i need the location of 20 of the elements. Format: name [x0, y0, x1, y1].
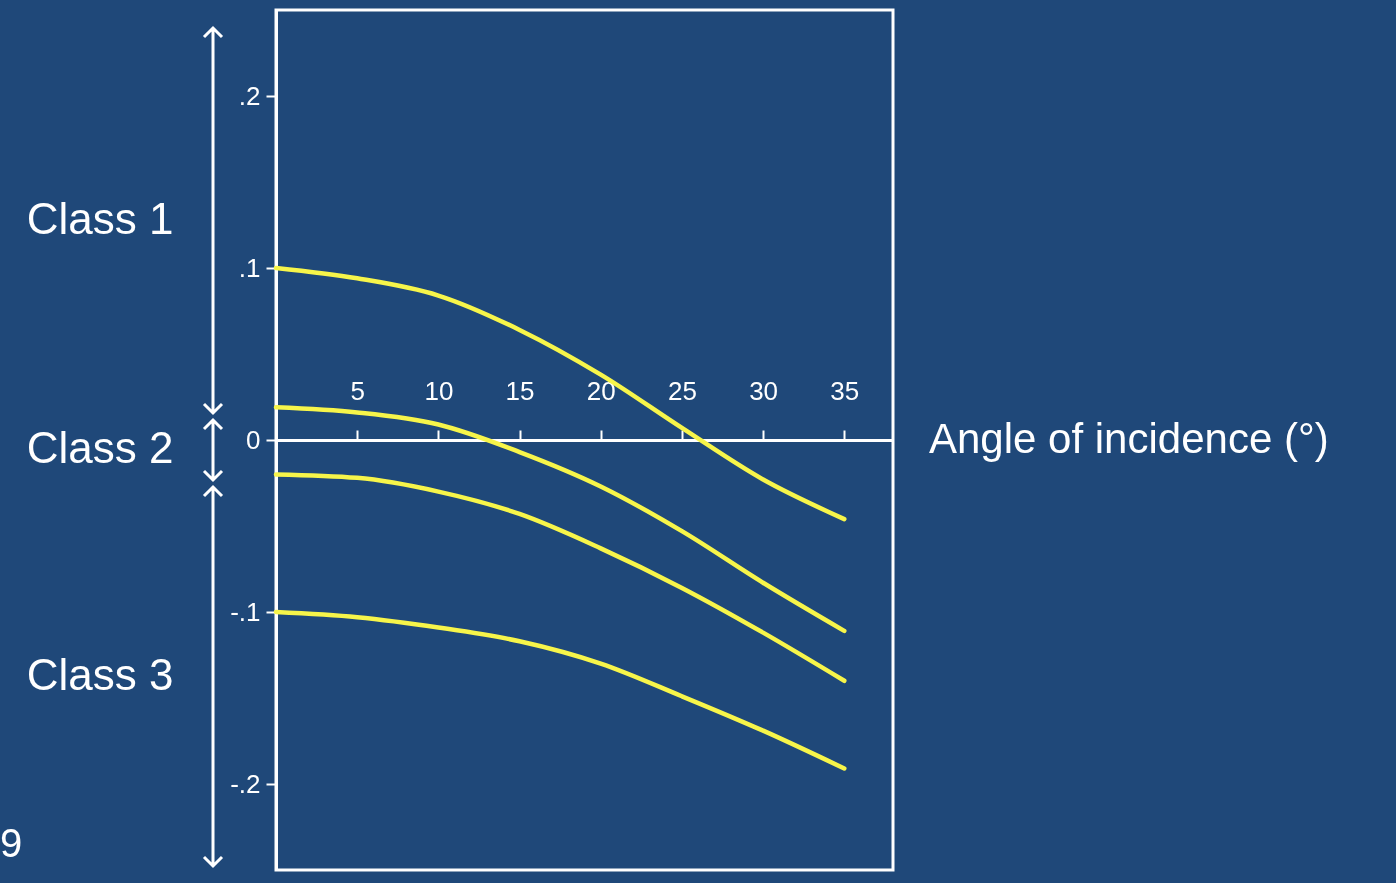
- y-tick-label: -.1: [230, 596, 261, 627]
- line-series: [273, 609, 847, 771]
- text: Class 1: [26, 193, 174, 243]
- text: Class 3: [26, 649, 174, 699]
- x-tick-label: 10: [424, 375, 454, 406]
- x-tick-label: 30: [749, 375, 779, 406]
- y-tick-label: 0: [246, 424, 261, 455]
- x-axis-title: Angle of incidence (°): [929, 415, 1329, 462]
- line-series: [273, 472, 847, 684]
- y-tick-label: .2: [238, 80, 261, 111]
- x-tick-label: 15: [505, 375, 535, 406]
- y-tick-label: -.2: [230, 768, 261, 799]
- x-tick-label: 5: [350, 375, 365, 406]
- text: Class 2: [26, 423, 174, 472]
- text: 9: [0, 821, 23, 865]
- line-series: [273, 405, 847, 634]
- x-tick-label: 25: [667, 375, 697, 406]
- x-tick-label: 35: [830, 375, 860, 406]
- x-tick-label: 20: [586, 375, 616, 406]
- y-tick-label: .1: [238, 252, 261, 283]
